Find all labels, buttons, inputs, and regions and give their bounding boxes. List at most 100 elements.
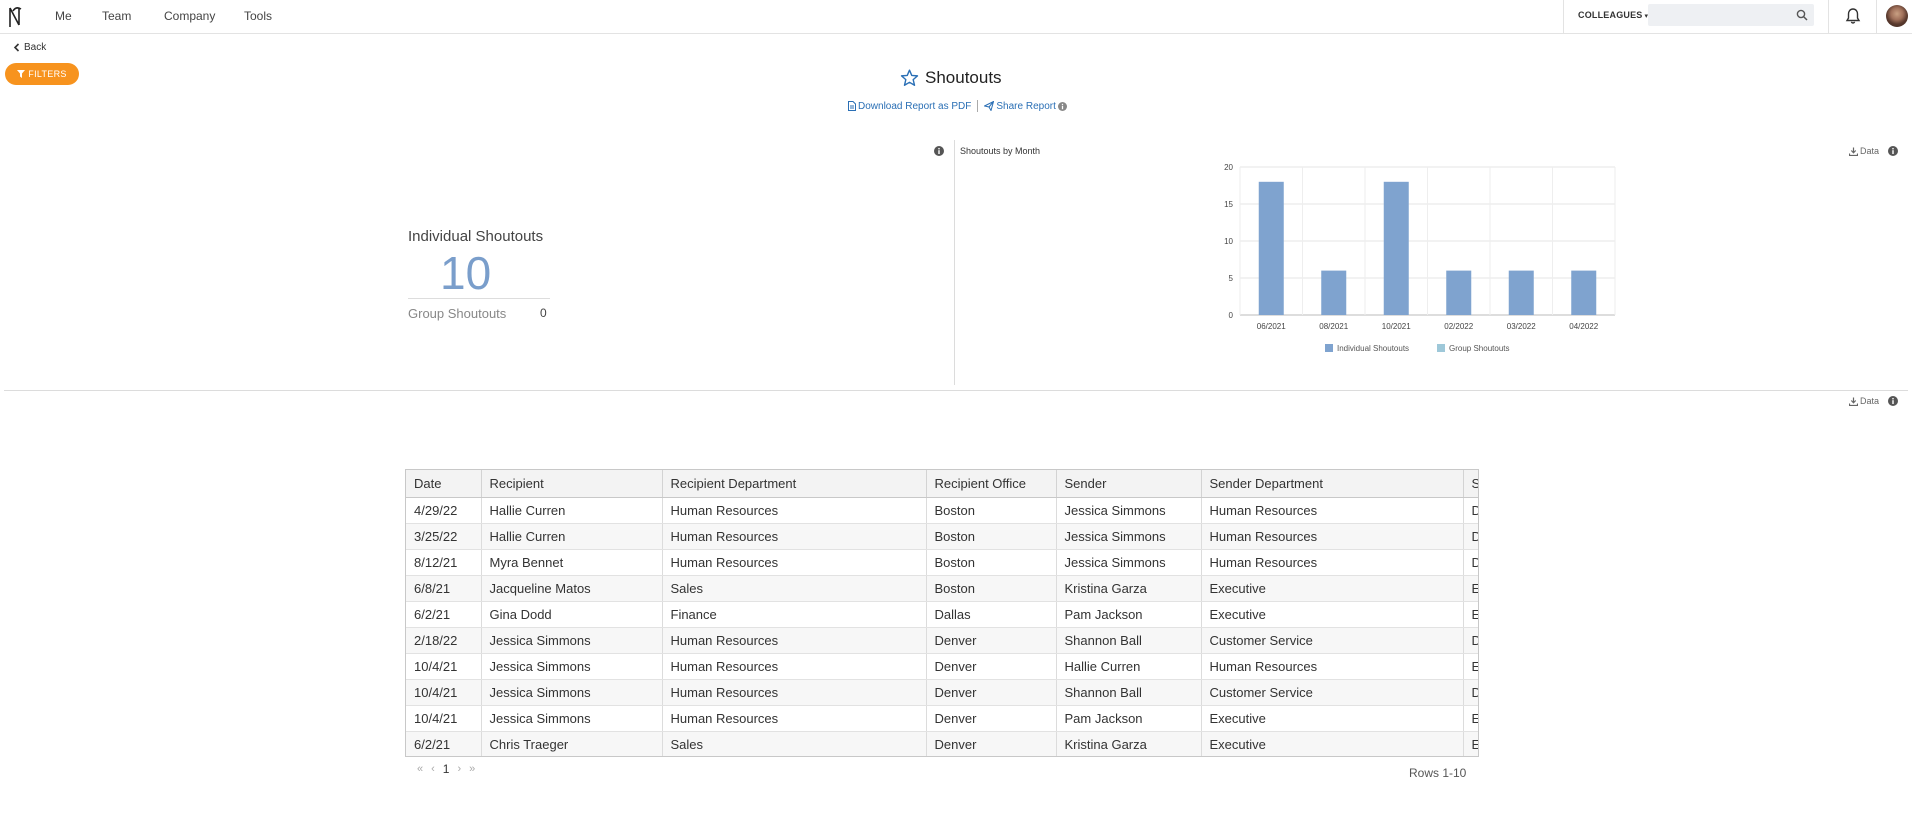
caret-down-icon: ▾ (1644, 13, 1649, 20)
table-cell: 10/4/21 (406, 679, 482, 706)
table-cell: Human Resources (662, 653, 927, 680)
table-row[interactable]: 8/12/21 Myra Bennet Human Resources Boston J… (406, 549, 1478, 576)
panel-divider (954, 140, 955, 385)
table-cell: Customer Service (1201, 627, 1464, 654)
table-cell: 6/8/21 (406, 575, 482, 602)
table-cell: Jessica Simmons (1056, 497, 1202, 524)
last-page-icon[interactable]: » (469, 763, 476, 775)
table-cell: Chris Traeger (481, 731, 663, 756)
current-page[interactable]: 1 (442, 762, 450, 776)
table-header-row: Date Recipient Recipient Department Recipie… (406, 470, 1478, 498)
colleagues-dropdown[interactable]: COLLEAGUES ▾ (1578, 10, 1648, 20)
group-shoutouts-label: Group Shoutouts (408, 306, 507, 321)
filters-button[interactable]: FILTERS (5, 63, 79, 85)
table-cell: Shannon Ball (1056, 627, 1202, 654)
bell-icon[interactable] (1844, 7, 1862, 25)
nav-item-team[interactable]: Team (102, 9, 132, 23)
table-cell: Jessica Simmons (481, 653, 663, 680)
table-data-link[interactable]: Data (1849, 396, 1879, 406)
table-row[interactable]: 4/29/22 Hallie Curren Human Resources Bosto… (406, 497, 1478, 524)
table-cell: Shannon Ball (1056, 679, 1202, 706)
table-cell: D (1463, 627, 1478, 654)
legend-label: Group Shoutouts (1449, 344, 1509, 353)
bar (1446, 270, 1472, 315)
column-header[interactable]: Date (406, 470, 482, 498)
table-cell: Boston (926, 523, 1057, 550)
column-header[interactable]: Sender Department (1201, 470, 1464, 498)
table-cell: 10/4/21 (406, 653, 482, 680)
individual-shoutouts-value: 10 (440, 247, 492, 299)
search-icon[interactable] (1796, 9, 1808, 21)
share-report-link[interactable]: Share Report (984, 101, 1067, 112)
chart-title: Shoutouts by Month (960, 146, 1041, 156)
nav-divider (1563, 0, 1564, 34)
table-cell: 3/25/22 (406, 523, 482, 550)
table-cell: Hallie Curren (1056, 653, 1202, 680)
bar (1571, 270, 1597, 315)
table-cell: Human Resources (662, 549, 927, 576)
legend-label: Individual Shoutouts (1337, 344, 1409, 353)
table-cell: Jacqueline Matos (481, 575, 663, 602)
back-link[interactable]: Back (13, 42, 46, 53)
column-header[interactable]: Recipient (481, 470, 663, 498)
table-cell: 6/2/21 (406, 601, 482, 628)
download-pdf-link[interactable]: Download Report as PDF (848, 101, 971, 112)
filter-icon (17, 70, 26, 78)
table-cell: Sales (662, 575, 927, 602)
info-icon[interactable] (1888, 146, 1898, 156)
table-cell: Jessica Simmons (1056, 549, 1202, 576)
bar (1321, 270, 1347, 315)
y-tick-label: 10 (1224, 237, 1233, 246)
y-tick-label: 5 (1229, 274, 1234, 283)
info-icon[interactable] (1057, 101, 1067, 111)
table-cell: Kristina Garza (1056, 731, 1202, 756)
nav-item-company[interactable]: Company (164, 9, 216, 23)
next-page-icon[interactable]: › (457, 763, 462, 775)
table-cell: Jessica Simmons (1056, 523, 1202, 550)
table-row[interactable]: 10/4/21 Jessica Simmons Human Resources Den… (406, 679, 1478, 706)
star-icon[interactable] (900, 69, 919, 87)
table-cell: Denver (926, 627, 1057, 654)
table-cell: Hallie Curren (481, 497, 663, 524)
table-row[interactable]: 2/18/22 Jessica Simmons Human Resources Den… (406, 627, 1478, 654)
table-cell: Sales (662, 731, 927, 756)
logo-icon[interactable] (8, 5, 24, 29)
table-row[interactable]: 6/2/21 Chris Traeger Sales Denver Kristina G… (406, 731, 1478, 756)
column-header[interactable]: Recipient Department (662, 470, 927, 498)
table-cell: D (1463, 679, 1478, 706)
nav-item-tools[interactable]: Tools (244, 9, 273, 23)
table-cell: Customer Service (1201, 679, 1464, 706)
colleagues-label: COLLEAGUES (1578, 10, 1643, 20)
filters-label: FILTERS (28, 69, 67, 79)
x-tick-label: 04/2022 (1569, 322, 1598, 331)
column-header[interactable]: S (1463, 470, 1478, 498)
table-cell: Human Resources (1201, 497, 1464, 524)
prev-page-icon[interactable]: ‹ (431, 763, 435, 775)
back-label: Back (24, 42, 47, 53)
x-tick-label: 08/2021 (1319, 322, 1348, 331)
nav-item-me[interactable]: Me (55, 9, 72, 23)
table-row[interactable]: 10/4/21 Jessica Simmons Human Resources Den… (406, 705, 1478, 732)
table-cell: Denver (926, 731, 1057, 756)
table-row[interactable]: 10/4/21 Jessica Simmons Human Resources Den… (406, 653, 1478, 680)
chart-data-link[interactable]: Data (1849, 146, 1879, 156)
table-cell: Jessica Simmons (481, 627, 663, 654)
table-cell: Executive (1201, 705, 1464, 732)
x-tick-label: 06/2021 (1257, 322, 1286, 331)
info-icon[interactable] (934, 146, 944, 156)
table-cell: E (1463, 731, 1478, 756)
avatar[interactable] (1886, 5, 1908, 27)
table-cell: Human Resources (1201, 653, 1464, 680)
table-row[interactable]: 6/2/21 Gina Dodd Finance Dallas Pam Jackson E… (406, 601, 1478, 628)
info-icon[interactable] (1888, 396, 1898, 406)
column-header[interactable]: Sender (1056, 470, 1202, 498)
search-input[interactable] (1648, 4, 1788, 26)
table-row[interactable]: 6/8/21 Jacqueline Matos Sales Boston Kristin… (406, 575, 1478, 602)
bar (1383, 181, 1409, 315)
search-box (1648, 4, 1814, 26)
first-page-icon[interactable]: « (417, 763, 424, 775)
download-pdf-label: Download Report as PDF (858, 100, 972, 112)
column-header[interactable]: Recipient Office (926, 470, 1057, 498)
table-row[interactable]: 3/25/22 Hallie Curren Human Resources Bosto… (406, 523, 1478, 550)
x-tick-label: 03/2022 (1507, 322, 1536, 331)
